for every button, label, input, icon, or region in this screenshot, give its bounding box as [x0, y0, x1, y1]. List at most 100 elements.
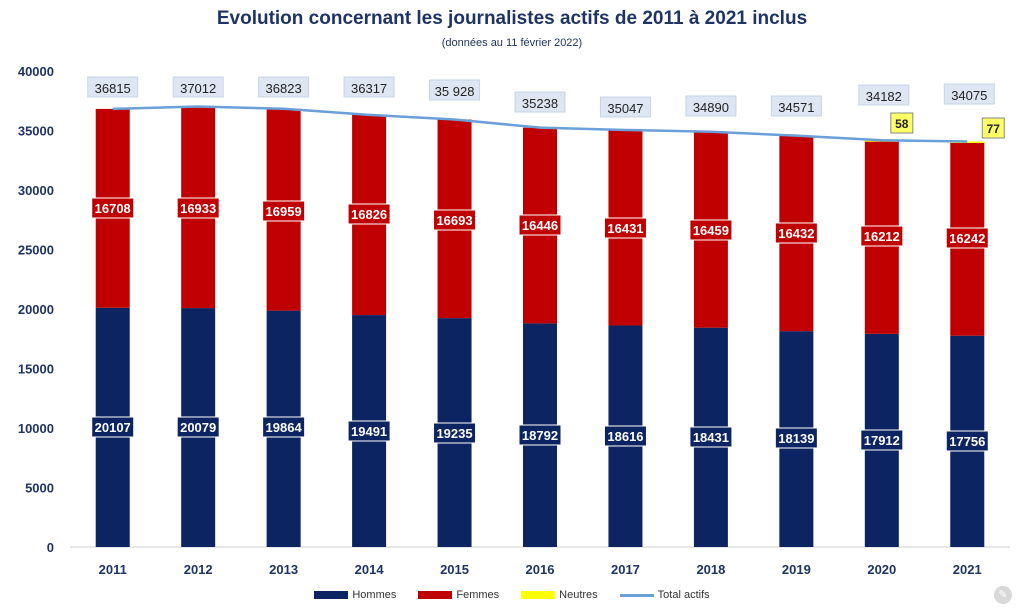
x-tick-label: 2019: [782, 562, 811, 577]
data-label-femmes: 16708: [95, 201, 131, 216]
data-label-femmes: 16933: [180, 201, 216, 216]
legend-swatch-total: [619, 593, 654, 597]
data-label-total: 34890: [693, 100, 729, 115]
data-label-total-box: [514, 91, 566, 113]
data-label-hommes-box: [945, 430, 989, 452]
total-line: [112, 105, 968, 143]
data-label-total: 34182: [866, 89, 902, 104]
data-label-total-box: [858, 84, 910, 106]
y-tick-label: 0: [47, 540, 54, 555]
data-label-hommes-box: [774, 427, 818, 449]
x-tick-label: 2013: [269, 562, 298, 577]
data-label-total-box: [429, 79, 481, 101]
data-label-total: 35238: [522, 96, 558, 111]
data-label-total: 36823: [266, 81, 302, 96]
data-label-femmes: 16459: [693, 223, 729, 238]
data-label-total-box: [599, 96, 651, 118]
data-label-femmes: 16959: [266, 204, 302, 219]
data-label-neutres-box: [890, 112, 914, 134]
data-label-femmes-box: [176, 197, 220, 219]
y-tick-label: 20000: [18, 302, 54, 317]
data-label-total: 34075: [951, 88, 987, 103]
data-label-femmes-box: [347, 203, 391, 225]
data-label-total-box: [258, 76, 310, 98]
data-label-hommes: 20079: [180, 420, 216, 435]
data-label-hommes: 19864: [266, 420, 303, 435]
data-label-total: 35 928: [435, 84, 475, 99]
y-tick-label: 5000: [25, 481, 54, 496]
data-label-hommes-box: [347, 420, 391, 442]
legend-item-total: Total actifs: [619, 589, 710, 601]
data-label-neutres-box: [981, 117, 1005, 139]
data-label-total: 36317: [351, 81, 387, 96]
data-label-total: 35047: [607, 101, 643, 116]
x-tick-label: 2016: [526, 562, 555, 577]
legend-item-femmes: Femmes: [418, 589, 499, 601]
data-label-hommes-box: [603, 425, 647, 447]
data-label-hommes: 19491: [351, 424, 387, 439]
data-label-total-box: [770, 95, 822, 117]
data-label-femmes-box: [518, 214, 562, 236]
x-tick-label: 2018: [696, 562, 725, 577]
x-tick-label: 2021: [953, 562, 982, 577]
legend-swatch-femmes: [418, 591, 453, 599]
data-label-femmes: 16446: [522, 218, 558, 233]
x-tick-label: 2014: [355, 562, 385, 577]
data-label-hommes-box: [860, 429, 904, 451]
data-label-femmes-box: [433, 209, 477, 231]
y-tick-label: 10000: [18, 421, 54, 436]
data-label-hommes: 18139: [778, 431, 814, 446]
data-label-hommes: 18431: [693, 430, 729, 445]
data-label-femmes: 16826: [351, 207, 387, 222]
data-label-femmes: 16432: [778, 226, 814, 241]
data-label-hommes-box: [176, 416, 220, 438]
data-label-hommes: 20107: [95, 420, 131, 435]
data-label-hommes: 17756: [949, 434, 985, 449]
x-tick-label: 2020: [867, 562, 896, 577]
data-label-femmes: 16431: [607, 221, 643, 236]
data-label-femmes-box: [689, 219, 733, 241]
data-label-femmes: 16242: [949, 231, 985, 246]
x-tick-label: 2015: [440, 562, 469, 577]
data-label-hommes-box: [433, 422, 477, 444]
data-label-hommes-box: [91, 416, 135, 438]
data-label-femmes-box: [603, 217, 647, 239]
data-label-total-box: [685, 95, 737, 117]
data-label-femmes: 16693: [436, 213, 472, 228]
data-label-femmes-box: [945, 227, 989, 249]
data-label-total: 34571: [778, 100, 814, 115]
data-label-femmes-box: [262, 200, 306, 222]
x-tick-label: 2017: [611, 562, 640, 577]
y-tick-label: 25000: [18, 243, 54, 258]
watermark-icon: ✎: [994, 586, 1012, 604]
legend-item-neutres: Neutres: [521, 589, 598, 601]
data-label-neutres: 58: [895, 117, 909, 131]
chart-legend: Hommes Femmes Neutres Total actifs: [0, 589, 1024, 601]
data-label-hommes-box: [262, 416, 306, 438]
y-tick-label: 35000: [18, 124, 54, 139]
y-tick-label: 30000: [18, 183, 54, 198]
data-label-hommes: 19235: [436, 426, 472, 441]
legend-label-hommes: Hommes: [352, 589, 397, 601]
legend-label-femmes: Femmes: [456, 589, 500, 601]
chart-title: Evolution concernant les journalistes ac…: [216, 8, 808, 29]
data-label-hommes-box: [689, 426, 733, 448]
x-tick-label: 2011: [99, 562, 127, 577]
data-label-femmes-box: [860, 225, 904, 247]
data-label-total-box: [87, 76, 139, 98]
y-tick-label: 40000: [18, 64, 54, 79]
data-label-total-box: [343, 76, 395, 98]
legend-swatch-hommes: [314, 591, 349, 599]
data-label-total-box: [172, 76, 224, 98]
data-label-total: 37012: [180, 81, 216, 96]
data-label-hommes: 17912: [864, 433, 900, 448]
legend-swatch-neutres: [521, 591, 556, 599]
data-label-total-box: [943, 83, 995, 105]
data-label-femmes-box: [774, 222, 818, 244]
data-label-hommes: 18616: [607, 429, 643, 444]
legend-item-hommes: Hommes: [314, 589, 396, 601]
y-tick-label: 15000: [18, 362, 54, 377]
legend-label-total: Total actifs: [657, 589, 710, 601]
data-label-femmes: 16212: [864, 229, 900, 244]
